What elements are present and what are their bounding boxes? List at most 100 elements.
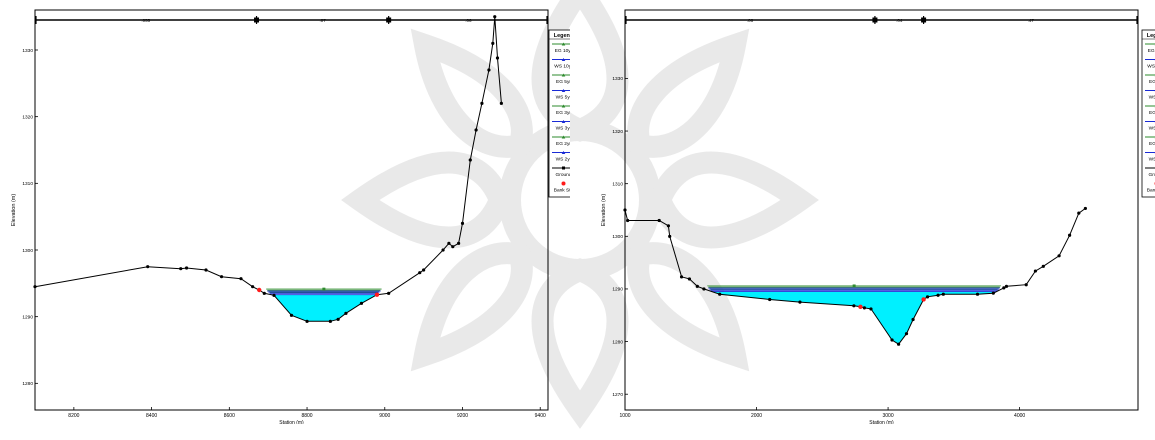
ground-point	[146, 265, 149, 268]
manning-n-label: .47	[1028, 18, 1035, 23]
legend-entry-label: WS 3yr	[556, 126, 570, 132]
ground-point	[1005, 285, 1008, 288]
water-fill	[271, 295, 377, 322]
legend-title: Legend	[1147, 33, 1155, 39]
ground-point	[329, 320, 332, 323]
ground-point	[680, 275, 683, 278]
ground-point	[305, 320, 308, 323]
ground-point	[869, 307, 872, 310]
y-tick-label: 1320	[612, 129, 623, 135]
x-tick-label: 3000	[883, 413, 894, 419]
ground-point	[33, 285, 36, 288]
ground-point	[1068, 234, 1071, 237]
ground-point	[936, 294, 939, 297]
ground-line	[625, 208, 1085, 344]
ground-point	[1034, 269, 1037, 272]
bank-station-point	[375, 292, 379, 296]
y-tick-label: 1300	[22, 248, 33, 254]
x-tick-label: 8200	[68, 413, 79, 419]
legend-title: Legend	[554, 33, 570, 39]
x-tick-label: 9400	[535, 413, 546, 419]
ground-point	[496, 56, 499, 59]
ground-point	[942, 293, 945, 296]
ground-point	[688, 277, 691, 280]
bank-station-point	[858, 305, 862, 309]
manning-n-label: .07	[319, 18, 326, 23]
ground-point	[1057, 254, 1060, 257]
y-axis-label: Elevation (m)	[601, 194, 607, 227]
legend-entry-label: WS 3yr	[1149, 126, 1155, 132]
manning-n-label: .06	[747, 18, 754, 23]
y-tick-label: 1310	[612, 181, 623, 187]
ground-point	[461, 222, 464, 225]
y-tick-label: 1300	[612, 234, 623, 240]
y-tick-label: 1330	[612, 76, 623, 82]
plot-frame	[35, 10, 548, 410]
x-tick-label: 9200	[457, 413, 468, 419]
legend-entry-label: WS 2yr	[1149, 157, 1155, 163]
y-tick-label: 1280	[22, 381, 33, 387]
legend-entry-label: EG 3yr	[556, 110, 570, 116]
y-tick-label: 1290	[612, 287, 623, 293]
legend-entry-label: Ground	[1149, 172, 1155, 178]
legend-entry-label: WS 2yr	[556, 157, 570, 163]
x-tick-label: 4000	[1014, 413, 1025, 419]
x-tick-label: 2000	[751, 413, 762, 419]
ground-point	[239, 277, 242, 280]
bank-station-point	[257, 288, 261, 292]
legend-entry-label: EG 5yr	[556, 79, 570, 85]
ground-point	[475, 128, 478, 131]
x-tick-label: 8400	[146, 413, 157, 419]
ground-point	[926, 295, 929, 298]
manning-n-label: .055	[141, 18, 150, 23]
ground-point	[290, 314, 293, 317]
x-axis-label: Station (m)	[279, 420, 304, 424]
ground-point	[500, 102, 503, 105]
ground-point	[441, 248, 444, 251]
ground-point	[798, 301, 801, 304]
manning-n-label: .06	[465, 18, 472, 23]
y-tick-label: 1270	[612, 392, 623, 398]
x-tick-label: 8800	[301, 413, 312, 419]
y-tick-label: 1290	[22, 314, 33, 320]
ground-point	[1084, 207, 1087, 210]
ground-point	[702, 287, 705, 290]
legend-entry-label: EG 5yr	[1149, 79, 1155, 85]
legend-entry-label: WS 10yr	[1147, 64, 1155, 70]
x-axis-label: Station (m)	[869, 420, 894, 424]
legend-swatch-marker	[562, 167, 565, 170]
ground-point	[185, 266, 188, 269]
ground-point	[272, 294, 275, 297]
ground-point	[457, 242, 460, 245]
legend-entry-label: EG 10yr	[1148, 48, 1155, 54]
ground-point	[387, 292, 390, 295]
bank-station-point	[921, 297, 925, 301]
water-fill	[712, 292, 997, 345]
legend-entry-label: EG 2yr	[556, 141, 570, 147]
manning-bar-marker	[386, 18, 391, 23]
ground-point	[1025, 283, 1028, 286]
ground-point	[493, 15, 496, 18]
ground-point	[220, 275, 223, 278]
ground-point	[344, 312, 347, 315]
legend-entry-label: WS 5yr	[556, 95, 570, 101]
legend-entry-label: WS 5yr	[1149, 95, 1155, 101]
ground-point	[992, 292, 995, 295]
manning-n-label: .04	[896, 18, 903, 23]
ground-point	[204, 268, 207, 271]
ground-point	[718, 293, 721, 296]
x-tick-label: 1000	[619, 413, 630, 419]
ground-point	[863, 306, 866, 309]
ground-point	[905, 332, 908, 335]
ground-point	[911, 318, 914, 321]
ground-point	[179, 267, 182, 270]
x-tick-label: 9000	[379, 413, 390, 419]
legend-entry-label: EG 10yr	[555, 48, 570, 54]
ground-line	[35, 17, 501, 322]
ground-point	[418, 271, 421, 274]
eg-marker	[853, 284, 856, 287]
ground-point	[668, 235, 671, 238]
ground-point	[469, 158, 472, 161]
